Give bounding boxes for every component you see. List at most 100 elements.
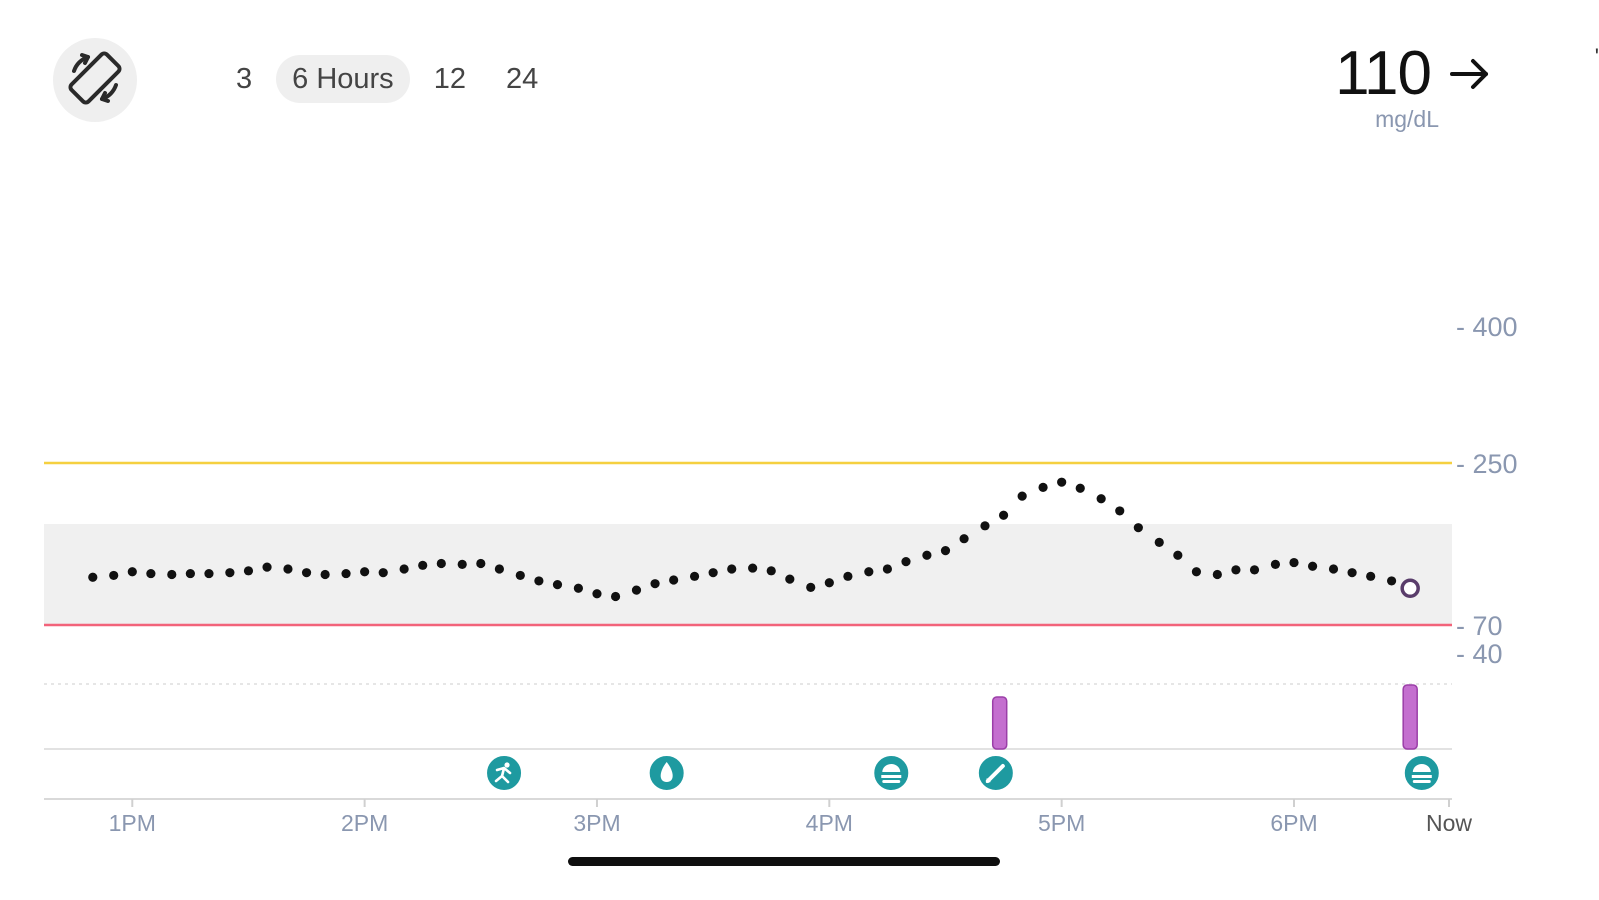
y-tick-label: - 40 [1456, 639, 1503, 669]
glucose-point [225, 568, 235, 578]
x-tick-label: 5PM [1038, 810, 1085, 836]
glucose-point [727, 564, 737, 574]
glucose-point [1270, 559, 1281, 570]
glucose-point [341, 568, 351, 579]
glucose-value: 110 [1335, 39, 1432, 108]
glucose-point [864, 567, 874, 577]
glucose-point [1328, 564, 1339, 574]
range-tab-6h[interactable]: 6 Hours [276, 55, 410, 103]
glucose-point [204, 568, 214, 579]
glucose-point [534, 576, 544, 586]
x-tick-label: Now [1426, 810, 1472, 836]
glucose-point [418, 560, 428, 570]
x-tick-label: 6PM [1270, 810, 1317, 836]
glucose-point [283, 564, 293, 574]
rotate-screen-button[interactable] [53, 38, 137, 122]
range-tab-3h[interactable]: 3 [236, 63, 253, 95]
glucose-point [573, 583, 583, 593]
glucose-point [436, 558, 446, 569]
glucose-point [262, 562, 272, 572]
glucose-point [882, 564, 893, 574]
glucose-point [399, 564, 409, 574]
glucose-point [1017, 491, 1027, 501]
target-range-band [44, 524, 1452, 625]
edge-mark: ' [1594, 44, 1599, 69]
x-tick-label: 2PM [341, 810, 388, 836]
glucose-point [592, 589, 602, 599]
glucose-point [1366, 571, 1376, 581]
glucose-point [127, 567, 137, 577]
glucose-point [378, 568, 388, 578]
glucose-point [748, 563, 758, 573]
glucose-point [146, 568, 156, 579]
glucose-point [650, 579, 660, 589]
glucose-point [959, 534, 969, 544]
glucose-point [631, 585, 642, 595]
glucose-point [185, 568, 195, 579]
event-marker [1402, 754, 1441, 792]
y-tick-label: - 250 [1456, 449, 1518, 479]
glucose-point [1154, 537, 1164, 547]
glucose-point [88, 572, 98, 582]
glucose-point [980, 521, 990, 531]
glucose-point [1307, 561, 1318, 571]
glucose-unit: mg/dL [1375, 106, 1439, 132]
glucose-point [708, 568, 718, 578]
glucose-point [320, 569, 330, 580]
glucose-point [301, 568, 312, 578]
glucose-point [1115, 506, 1125, 516]
glucose-point [998, 510, 1009, 520]
range-tab-24h[interactable]: 24 [505, 63, 539, 95]
glucose-point [1133, 523, 1143, 533]
glucose-point [1038, 482, 1048, 492]
x-tick-label: 4PM [806, 810, 853, 836]
glucose-point [1096, 494, 1106, 504]
x-tick-label: 1PM [109, 810, 156, 836]
y-tick-label: - 70 [1456, 611, 1503, 641]
glucose-point [552, 580, 563, 590]
glucose-point [766, 566, 776, 576]
time-range-selector: 3 6 Hours 12 24 [220, 54, 562, 104]
current-glucose-point [1400, 578, 1420, 599]
glucose-point [167, 569, 177, 580]
glucose-point [940, 546, 951, 556]
glucose-point [1386, 576, 1397, 586]
glucose-point [1075, 483, 1085, 493]
glucose-point [689, 571, 700, 581]
glucose-point [922, 550, 932, 560]
glucose-point [1231, 565, 1241, 575]
home-indicator[interactable] [568, 857, 1000, 866]
glucose-point [669, 575, 679, 585]
range-tab-12h[interactable]: 12 [433, 63, 466, 95]
glucose-point [494, 564, 504, 574]
glucose-point [515, 570, 525, 581]
glucose-point [1212, 569, 1222, 580]
glucose-point [901, 557, 911, 567]
meal-icon [1402, 754, 1441, 792]
glucose-point [1173, 550, 1183, 560]
running-icon [485, 754, 524, 792]
glucose-point [1249, 565, 1260, 575]
glucose-point [1289, 557, 1299, 568]
glucose-point [824, 578, 834, 588]
glucose-point [785, 574, 795, 584]
glucose-point [1057, 477, 1067, 487]
glucose-point [457, 559, 467, 570]
glucose-point [476, 558, 486, 569]
insulin-dose-bar [1402, 684, 1418, 750]
insulin-dose-bar [991, 696, 1008, 750]
glucose-point [610, 591, 621, 602]
glucose-point [243, 566, 254, 576]
blood-drop-icon [647, 754, 686, 792]
y-tick-label: - 400 [1456, 312, 1518, 342]
meal-icon [872, 754, 911, 792]
pencil-icon [976, 754, 1015, 792]
x-tick-label: 3PM [573, 810, 620, 836]
event-marker [872, 754, 911, 792]
glucose-point [360, 567, 370, 577]
glucose-point [806, 582, 816, 592]
screen-rotation-icon [64, 47, 126, 114]
glucose-point [843, 571, 853, 581]
current-reading: 110 mg/dL [1335, 38, 1491, 132]
arrow-right-icon [1449, 57, 1491, 91]
